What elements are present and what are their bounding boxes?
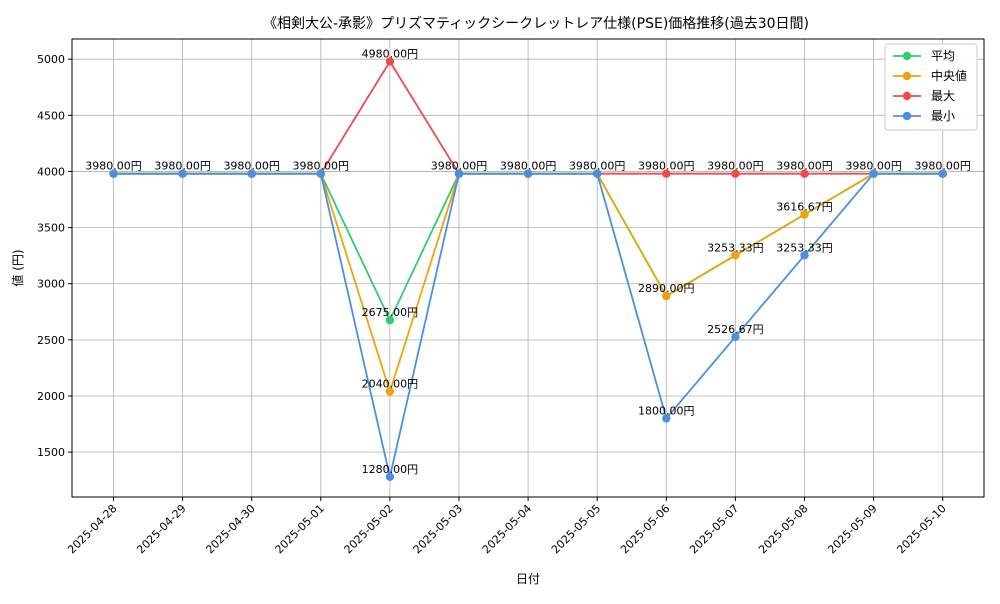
data-point-min [109, 169, 118, 178]
data-point-median [662, 291, 671, 301]
data-point-median [800, 210, 809, 219]
y-tick-label: 2500 [37, 334, 65, 347]
data-point-min [869, 169, 878, 178]
data-point-min [178, 169, 187, 178]
data-label: 1280.00円 [362, 463, 419, 476]
y-tick-label: 3000 [37, 278, 65, 291]
data-label: 2675.00円 [362, 306, 419, 319]
data-label: 3253.33円 [776, 241, 833, 254]
data-label: 4980.00円 [362, 47, 419, 60]
data-point-max [800, 169, 809, 178]
y-axis-label: 値 (円) [10, 249, 25, 286]
data-point-min [662, 414, 671, 423]
x-axis-label: 日付 [516, 572, 540, 586]
y-tick-label: 1500 [37, 446, 65, 459]
legend-label: 最大 [931, 89, 955, 103]
data-label: 3980.00円 [154, 160, 211, 173]
legend-item-max: 最大 [893, 89, 955, 103]
data-label: 1800.00円 [638, 404, 695, 417]
series-min [109, 169, 947, 481]
series-layer [109, 57, 947, 481]
data-label: 3980.00円 [776, 160, 833, 173]
chart-title: 《相剣大公-承影》プリズマティックシークレットレア仕様(PSE)価格推移(過去3… [263, 16, 809, 32]
data-point-min [938, 169, 947, 178]
data-label: 2040.00円 [362, 377, 419, 390]
data-labels: 3980.00円 3980.00円 3980.00円 3980.00円 4980.00円… [85, 47, 971, 475]
legend-marker [902, 91, 912, 101]
data-label: 3980.00円 [638, 160, 695, 173]
data-point-median [385, 387, 395, 396]
y-tick-label: 3500 [37, 222, 65, 235]
legend-item-min: 最小 [893, 109, 955, 123]
data-label: 3980.00円 [569, 160, 626, 173]
data-label: 3980.00円 [431, 160, 488, 173]
data-point-avg [385, 315, 395, 325]
data-label: 3980.00円 [223, 160, 280, 173]
data-label: 3616.67円 [776, 200, 833, 213]
data-point-min [385, 472, 395, 481]
legend-label: 中央値 [931, 68, 967, 83]
legend-item-avg: 平均 [893, 49, 955, 63]
legend-marker [902, 111, 912, 121]
data-label: 2526.67円 [707, 323, 764, 336]
data-point-min [523, 169, 533, 178]
y-tick-label: 4500 [37, 109, 65, 122]
data-point-median [731, 251, 740, 260]
data-label: 3980.00円 [85, 160, 142, 173]
data-label: 3980.00円 [293, 160, 350, 173]
legend-label: 最小 [931, 109, 955, 123]
data-label: 2890.00円 [638, 282, 695, 295]
legend-label: 平均 [931, 49, 955, 63]
y-tick-label: 2000 [37, 390, 65, 403]
data-point-min [731, 332, 740, 342]
data-point-min [247, 169, 256, 178]
legend-frame [884, 43, 978, 131]
data-point-min [593, 169, 602, 178]
data-label: 3253.33円 [707, 241, 764, 254]
y-tick-label: 4000 [37, 165, 65, 178]
data-label: 3980.00円 [707, 160, 764, 173]
data-point-min [316, 169, 325, 178]
data-label: 3980.00円 [500, 160, 557, 173]
legend-marker [902, 71, 912, 81]
data-label: 3980.00円 [914, 160, 971, 173]
legend-marker [902, 51, 912, 61]
legend-item-median: 中央値 [893, 68, 967, 83]
y-axis: 1500 2000 2500 3000 3500 4000 4500 5000 [37, 53, 72, 459]
data-point-min [454, 169, 464, 178]
data-label: 3980.00円 [845, 160, 902, 173]
data-point-max [731, 169, 740, 178]
data-point-max [662, 169, 671, 178]
y-tick-label: 5000 [37, 53, 65, 66]
data-point-min [800, 251, 809, 260]
data-point-max [385, 57, 395, 66]
